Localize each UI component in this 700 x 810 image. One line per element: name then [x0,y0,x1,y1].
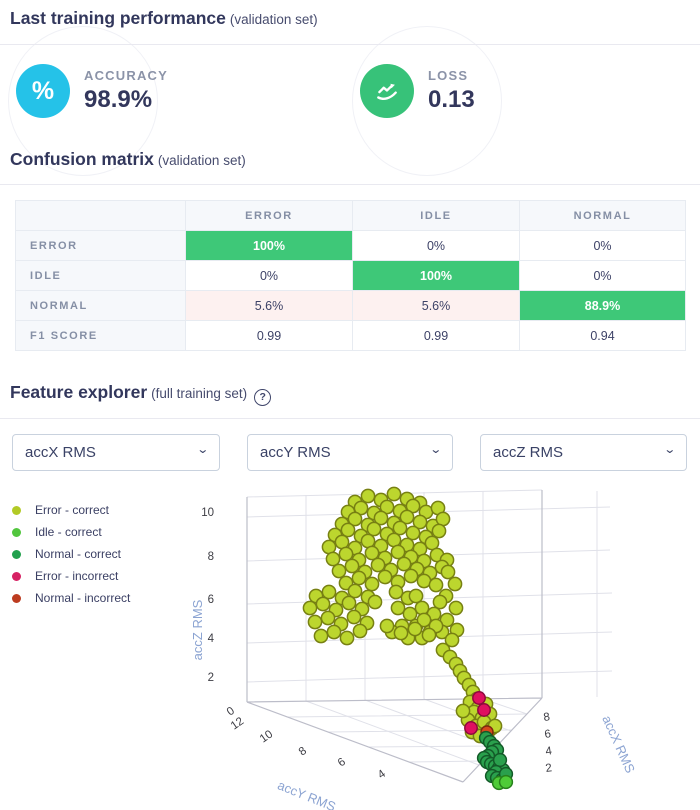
corner-cell [15,200,186,231]
z-tick: 8 [208,551,214,563]
axis-y-feature-select[interactable]: accY RMS [247,434,453,471]
row-label: NORMAL [15,290,186,321]
line-chart-glyph [377,83,397,100]
x-axis-label: accX RMS [599,713,638,775]
y-tick: 10 [258,728,275,745]
feature-scatter-plot[interactable]: 10 8 6 4 2 0 12 10 8 6 4 8 6 4 2 accZ RM… [150,480,700,810]
matrix-cell: 0.99 [352,320,520,351]
loss-label: LOSS [428,68,469,83]
column-header: IDLE [352,200,520,231]
table-row: NORMAL 5.6% 5.6% 88.9% [15,290,686,321]
percent-glyph: % [31,76,55,105]
divider [0,418,700,419]
legend-item-normal-incorrect[interactable]: Normal - incorrect [12,587,130,609]
legend-label: Error - incorrect [35,569,119,583]
y-axis-label: accY RMS [276,777,339,810]
legend-item-normal-correct[interactable]: Normal - correct [12,543,130,565]
legend-label: Error - correct [35,503,110,517]
question-mark-icon[interactable]: ? [254,388,272,406]
confusion-matrix-title: Confusion matrix (validation set) [10,149,246,170]
x-tick: 6 [544,728,552,741]
confusion-matrix-subtitle: (validation set) [157,153,246,168]
legend-label: Idle - correct [35,525,102,539]
matrix-cell: 88.9% [519,290,686,321]
axis-x-select-wrap: accX RMS ⌄ [12,434,220,471]
column-header: NORMAL [519,200,686,231]
training-performance-title-text: Last training performance [10,8,226,28]
x-tick: 8 [543,711,551,724]
percent-icon: % [16,64,70,118]
z-tick: 10 [201,507,214,519]
table-header-row: ERROR IDLE NORMAL [15,200,686,231]
z-axis-label: accZ RMS [190,599,205,660]
divider [0,44,700,45]
axis-z-feature-select[interactable]: accZ RMS [480,434,687,471]
legend-label: Normal - incorrect [35,591,131,605]
legend-label: Normal - correct [35,547,122,561]
divider [0,184,700,185]
accuracy-value: 98.9% [84,86,153,113]
loss-value: 0.13 [428,86,475,113]
z-tick: 6 [208,594,214,606]
confusion-matrix-table: ERROR IDLE NORMAL ERROR 100% 0% 0% IDLE … [15,200,686,351]
loss-card: LOSS 0.13 [360,64,475,118]
legend-item-error-correct[interactable]: Error - correct [12,499,130,521]
accuracy-label: ACCURACY [84,68,168,83]
training-performance-subtitle: (validation set) [229,12,318,27]
matrix-cell: 5.6% [352,290,520,321]
matrix-cell: 0% [519,260,686,291]
axis-y-select-wrap: accY RMS ⌄ [247,434,453,471]
decorative-circle [352,26,502,176]
feature-explorer-subtitle: (full training set) [151,386,248,401]
legend-dot [12,527,21,537]
row-label: IDLE [15,260,186,291]
feature-explorer-title-text: Feature explorer [10,382,148,402]
table-row: IDLE 0% 100% 0% [15,260,686,291]
line-chart-icon [360,64,414,118]
feature-explorer-title: Feature explorer (full training set)? [10,382,272,406]
confusion-matrix-title-text: Confusion matrix [10,149,154,169]
axis-x-feature-select[interactable]: accX RMS [12,434,220,471]
matrix-cell: 100% [185,230,353,261]
y-tick: 8 [297,745,309,759]
matrix-cell: 0% [519,230,686,261]
matrix-cell: 0% [185,260,353,291]
legend-item-error-incorrect[interactable]: Error - incorrect [12,565,130,587]
matrix-cell: 0.94 [519,320,686,351]
z-tick: 0 [225,705,237,719]
table-row: ERROR 100% 0% 0% [15,230,686,261]
table-row: F1 SCORE 0.99 0.99 0.94 [15,320,686,351]
legend-dot [12,505,21,515]
row-label: ERROR [15,230,186,261]
matrix-cell: 5.6% [185,290,353,321]
legend-dot [12,549,21,559]
z-tick: 4 [208,633,215,645]
row-label: F1 SCORE [15,320,186,351]
legend-dot [12,593,21,603]
y-tick: 4 [376,768,389,782]
matrix-cell: 0% [352,230,520,261]
legend-dot [12,571,21,581]
legend-item-idle-correct[interactable]: Idle - correct [12,521,130,543]
x-tick: 2 [545,762,553,775]
scatter-points[interactable] [302,486,514,791]
training-performance-title: Last training performance (validation set… [10,8,318,29]
axis-z-select-wrap: accZ RMS ⌄ [480,434,687,471]
matrix-cell: 0.99 [185,320,353,351]
y-tick: 6 [336,756,348,770]
decorative-circle [8,26,158,176]
matrix-cell: 100% [352,260,520,291]
column-header: ERROR [185,200,353,231]
accuracy-card: % ACCURACY 98.9% [16,64,168,118]
x-tick: 4 [545,745,554,758]
plot-legend: Error - correct Idle - correct Normal - … [12,499,130,609]
z-tick: 2 [208,672,214,684]
